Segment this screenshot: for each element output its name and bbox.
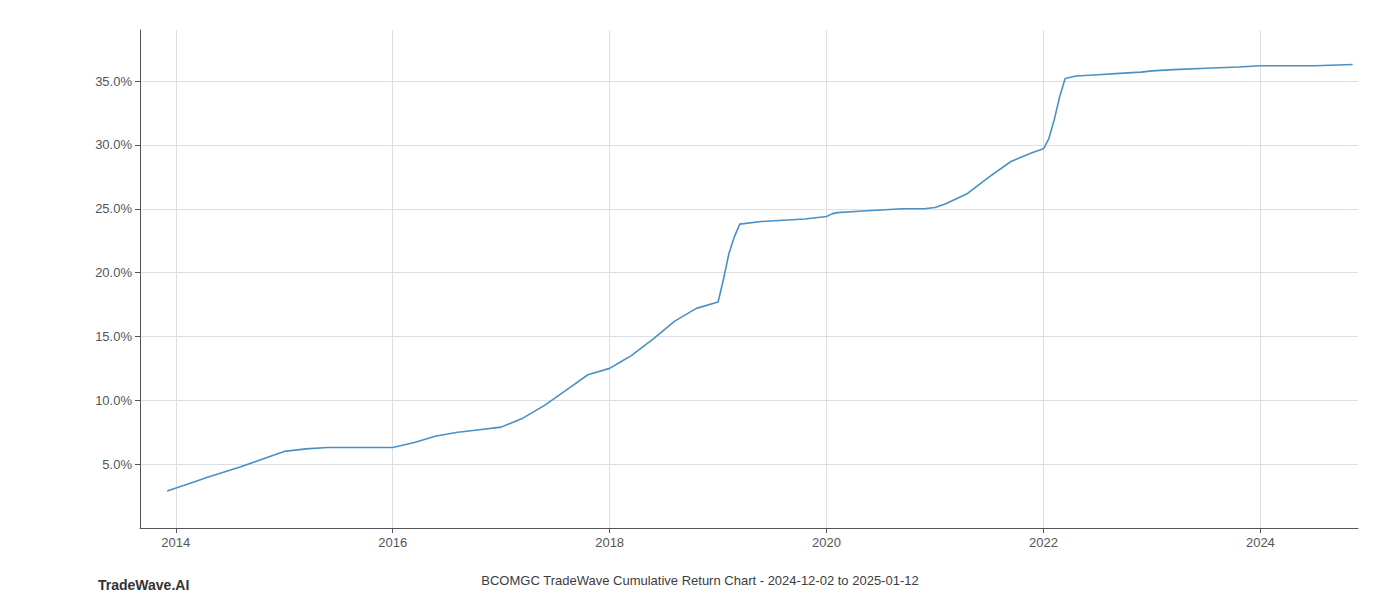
svg-text:15.0%: 15.0% xyxy=(95,329,132,344)
svg-text:2022: 2022 xyxy=(1029,535,1058,550)
svg-text:2024: 2024 xyxy=(1246,535,1275,550)
svg-text:10.0%: 10.0% xyxy=(95,393,132,408)
svg-text:BCOMGC TradeWave Cumulative Re: BCOMGC TradeWave Cumulative Return Chart… xyxy=(481,573,918,588)
svg-text:2018: 2018 xyxy=(595,535,624,550)
svg-text:20.0%: 20.0% xyxy=(95,265,132,280)
svg-text:2020: 2020 xyxy=(812,535,841,550)
svg-text:2014: 2014 xyxy=(161,535,190,550)
svg-text:TradeWave.AI: TradeWave.AI xyxy=(98,577,189,593)
svg-text:5.0%: 5.0% xyxy=(102,457,132,472)
svg-text:35.0%: 35.0% xyxy=(95,74,132,89)
svg-text:2016: 2016 xyxy=(378,535,407,550)
svg-text:25.0%: 25.0% xyxy=(95,201,132,216)
svg-text:30.0%: 30.0% xyxy=(95,137,132,152)
